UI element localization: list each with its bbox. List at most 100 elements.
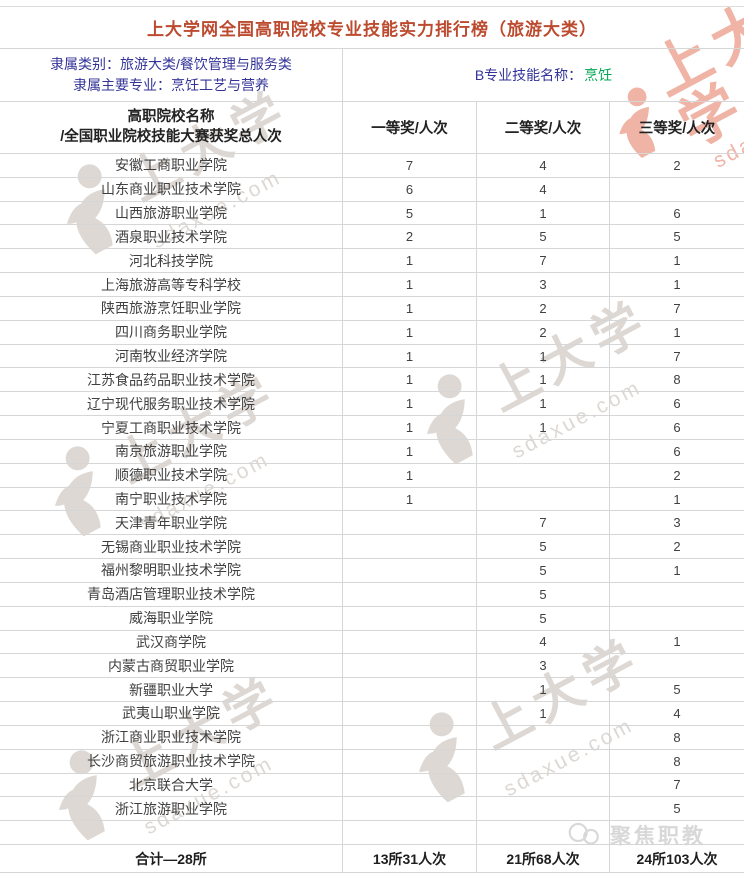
- first-prize-count: 1: [343, 392, 477, 416]
- category-info: 隶属类别：旅游大类/餐饮管理与服务类 隶属主要专业：烹饪工艺与营养: [0, 49, 343, 101]
- college-name: 顺德职业技术学院: [0, 463, 343, 487]
- table-row: 辽宁现代服务职业技术学院 1 1 6: [0, 392, 744, 417]
- header-college-line1: 高职院校名称: [127, 108, 215, 125]
- first-prize-count: 1: [343, 487, 477, 511]
- first-prize-count: [343, 749, 477, 773]
- college-name: 内蒙古商贸职业学院: [0, 654, 343, 678]
- second-prize-count: 5: [477, 535, 610, 559]
- second-prize-count: [477, 439, 610, 463]
- first-prize-count: 1: [343, 273, 477, 296]
- third-prize-count: 1: [673, 253, 681, 269]
- table-row: 顺德职业技术学院 1 2: [0, 463, 744, 488]
- table-row: 浙江旅游职业学院 5: [0, 797, 744, 822]
- table-row: 福州黎明职业技术学院 5 1: [0, 559, 744, 583]
- table-row: 山东商业职业技术学院 6 4: [0, 177, 744, 202]
- college-name: 酒泉职业技术学院: [0, 225, 343, 249]
- first-prize-count: [343, 535, 477, 559]
- third-prize-count: 1: [673, 491, 681, 507]
- college-name: 长沙商贸旅游职业技术学院: [0, 749, 343, 773]
- table-row: 内蒙古商贸职业学院 3: [0, 654, 744, 679]
- college-name: 山东商业职业技术学院: [0, 177, 343, 201]
- table-row: 山西旅游职业学院 5 1 6: [0, 201, 744, 226]
- table-row: 宁夏工商职业技术学院 1 1 6: [0, 416, 744, 440]
- college-name: 辽宁现代服务职业技术学院: [0, 392, 343, 416]
- header-college: 高职院校名称 /全国职业院校技能大赛获奖总人次: [0, 102, 343, 153]
- footer-first-prize: 13所31人次: [343, 845, 477, 873]
- third-prize-count: 5: [673, 801, 681, 817]
- first-prize-count: [343, 678, 477, 702]
- third-prize-count: 2: [673, 157, 681, 173]
- first-prize-count: 1: [343, 463, 477, 487]
- second-prize-count: 5: [477, 606, 610, 630]
- college-name: 天津青年职业学院: [0, 511, 343, 535]
- first-prize-count: [343, 797, 477, 821]
- college-name: 南京旅游职业学院: [0, 439, 343, 463]
- first-prize-count: 1: [343, 368, 477, 392]
- table-row: 武汉商学院 4 1: [0, 630, 744, 655]
- third-prize-count: [610, 583, 744, 606]
- first-prize-count: 1: [343, 344, 477, 368]
- table-row: 北京联合大学 7: [0, 773, 744, 798]
- ranking-table: 上大学网全国高职院校专业技能实力排行榜（旅游大类） 隶属类别：旅游大类/餐饮管理…: [0, 6, 744, 873]
- footer-third-prize: 24所103人次: [636, 850, 718, 867]
- table-row: 威海职业学院 5: [0, 606, 744, 631]
- first-prize-count: [343, 725, 477, 749]
- second-prize-count: 1: [477, 416, 610, 439]
- second-prize-count: 1: [477, 678, 610, 702]
- second-prize-count: [477, 821, 610, 845]
- college-name: 南宁职业技术学院: [0, 487, 343, 511]
- table-row: 江苏食品药品职业技术学院 1 1 8: [0, 368, 744, 393]
- first-prize-count: [343, 654, 477, 678]
- third-prize-count: 5: [673, 229, 681, 245]
- third-prize-count: 5: [673, 682, 681, 698]
- third-prize-count: 6: [673, 443, 681, 459]
- table-row: 四川商务职业学院 1 2 1: [0, 320, 744, 345]
- table-row: 河北科技学院 1 7 1: [0, 249, 744, 274]
- college-name: 浙江商业职业技术学院: [0, 725, 343, 749]
- third-prize-count: 2: [673, 467, 681, 483]
- third-prize-count: 4: [673, 705, 681, 721]
- third-prize-count: 6: [673, 420, 681, 436]
- table-body: 安徽工商职业学院 7 4 2 山东商业职业技术学院 6 4 山西旅游职业学院 5…: [0, 154, 744, 846]
- third-prize-count: 1: [673, 277, 681, 293]
- third-prize-count: 2: [673, 539, 681, 555]
- second-prize-count: 5: [477, 225, 610, 249]
- header-second-prize: 二等奖/人次: [477, 102, 610, 153]
- first-prize-count: 1: [343, 296, 477, 320]
- college-name: 福州黎明职业技术学院: [0, 559, 343, 582]
- category-line2: 隶属主要专业：烹饪工艺与营养: [73, 77, 269, 93]
- third-prize-count: [610, 607, 744, 630]
- second-prize-count: [477, 725, 610, 749]
- first-prize-count: 1: [343, 416, 477, 439]
- third-prize-count: 8: [673, 729, 681, 745]
- second-prize-count: [477, 773, 610, 797]
- college-name: 上海旅游高等专科学校: [0, 273, 343, 296]
- second-prize-count: 1: [477, 392, 610, 416]
- table-row: 天津青年职业学院 7 3: [0, 511, 744, 536]
- skill-info: B专业技能名称： 烹饪: [343, 49, 744, 101]
- second-prize-count: 7: [477, 249, 610, 273]
- skill-label: B专业技能名称：: [474, 67, 583, 83]
- second-prize-count: 1: [477, 368, 610, 392]
- third-prize-count: 1: [673, 562, 681, 578]
- second-prize-count: [477, 797, 610, 821]
- college-name: 北京联合大学: [0, 773, 343, 797]
- second-prize-count: [477, 463, 610, 487]
- first-prize-count: [343, 702, 477, 725]
- college-name: 江苏食品药品职业技术学院: [0, 368, 343, 392]
- third-prize-count: 6: [673, 205, 681, 221]
- header-third-prize: 三等奖/人次: [638, 121, 716, 137]
- table-row: 酒泉职业技术学院 2 5 5: [0, 225, 744, 250]
- third-prize-count: 8: [673, 753, 681, 769]
- college-name: 新疆职业大学: [0, 678, 343, 702]
- college-name: 安徽工商职业学院: [0, 154, 343, 177]
- second-prize-count: 4: [477, 177, 610, 201]
- third-prize-count: 7: [673, 348, 681, 364]
- college-name: 四川商务职业学院: [0, 320, 343, 344]
- footer-total: 合计—28所: [0, 845, 343, 873]
- first-prize-count: 1: [343, 249, 477, 273]
- second-prize-count: 1: [477, 344, 610, 368]
- footer-second-prize: 21所68人次: [477, 845, 610, 873]
- second-prize-count: 4: [477, 630, 610, 654]
